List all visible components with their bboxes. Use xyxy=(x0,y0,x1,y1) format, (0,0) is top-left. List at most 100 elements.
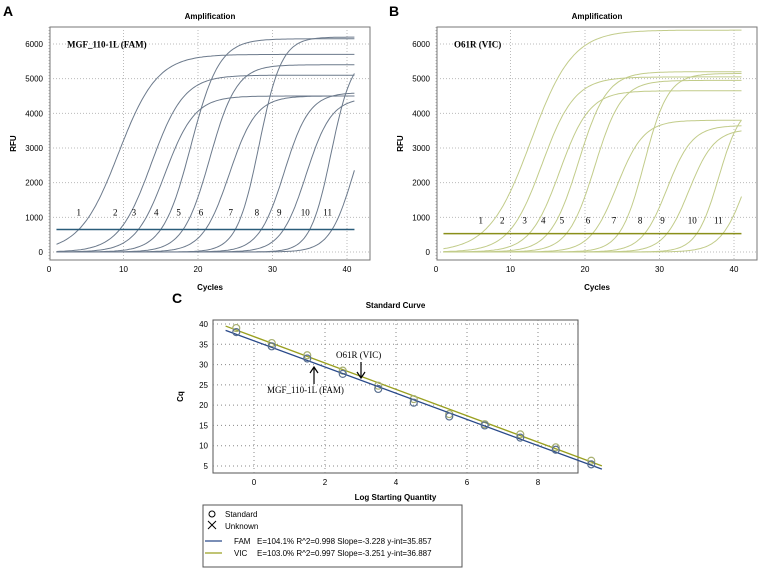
curve-label: 11 xyxy=(714,216,723,226)
channel-annotation: MGF_110-1L (FAM) xyxy=(67,39,147,49)
x-tick-label: 2 xyxy=(323,478,328,487)
panel-label: C xyxy=(172,290,182,306)
legend-series-stats: E=104.1% R^2=0.998 Slope=-3.228 y-int=35… xyxy=(257,537,432,546)
curve-label: 9 xyxy=(660,216,665,226)
amplification-curve-1 xyxy=(56,53,355,245)
x-tick-label: 30 xyxy=(655,265,664,274)
y-tick-label: 20 xyxy=(199,401,208,410)
x-tick-label: 30 xyxy=(268,265,277,274)
curve-label: 7 xyxy=(612,216,617,226)
legend-unknown: Unknown xyxy=(225,522,258,531)
amplification-curve-3 xyxy=(443,90,742,253)
curve-label: 2 xyxy=(500,216,505,226)
x-axis-label: Cycles xyxy=(197,283,223,292)
y-tick-label: 10 xyxy=(199,442,208,451)
x-axis-label: Cycles xyxy=(584,283,610,292)
x-tick-label: 8 xyxy=(536,478,541,487)
x-tick-label: 40 xyxy=(343,265,352,274)
chart-title: Standard Curve xyxy=(366,301,426,310)
standard-curve-chart xyxy=(212,319,603,474)
y-tick-label: 2000 xyxy=(412,179,430,188)
data-point-VIC xyxy=(551,443,560,452)
x-tick-label: 40 xyxy=(730,265,739,274)
y-tick-label: 5000 xyxy=(25,75,43,84)
x-tick-label: 0 xyxy=(252,478,257,487)
curve-label: 5 xyxy=(176,207,181,217)
y-tick-label: 0 xyxy=(39,248,44,257)
y-tick-label: 15 xyxy=(199,421,208,430)
y-tick-label: 5000 xyxy=(412,75,430,84)
channel-annotation: O61R (VIC) xyxy=(454,39,501,49)
curve-label: 6 xyxy=(199,207,204,217)
arrow-icon xyxy=(356,362,366,380)
data-point-FAM xyxy=(232,328,241,337)
x-axis-label: Log Starting Quantity xyxy=(355,493,437,502)
x-tick-label: 20 xyxy=(581,265,590,274)
plot-area xyxy=(436,26,758,261)
amplification-curve-1 xyxy=(443,29,742,250)
y-tick-label: 25 xyxy=(199,381,208,390)
amplification-curve-3 xyxy=(56,95,355,253)
curve-label: 4 xyxy=(541,216,546,226)
panel-label: A xyxy=(3,3,13,19)
data-point-FAM xyxy=(338,369,347,379)
amplification-curve-11 xyxy=(443,196,742,253)
curve-label: 4 xyxy=(154,207,159,217)
y-tick-label: 35 xyxy=(199,340,208,349)
y-tick-label: 2000 xyxy=(25,179,43,188)
amplification-chart-A xyxy=(48,26,371,261)
x-tick-label: 10 xyxy=(119,265,128,274)
x-tick-label: 0 xyxy=(47,265,52,274)
data-point-VIC xyxy=(303,351,312,360)
y-axis-label: RFU xyxy=(396,135,405,152)
data-point-FAM xyxy=(303,354,312,363)
curve-label: 11 xyxy=(323,207,332,217)
data-point-FAM xyxy=(480,421,489,430)
arrow-icon xyxy=(309,365,319,384)
data-point-FAM xyxy=(551,445,560,454)
chart-title: Amplification xyxy=(185,12,236,21)
y-tick-label: 4000 xyxy=(25,109,43,118)
amplification-curve-2 xyxy=(56,74,355,252)
data-point-FAM xyxy=(516,433,525,442)
legend-standard: Standard xyxy=(225,510,257,519)
y-tick-label: 1000 xyxy=(25,213,43,222)
curve-label: 8 xyxy=(638,216,643,226)
y-axis-label: RFU xyxy=(9,135,18,152)
x-tick-label: 6 xyxy=(465,478,470,487)
vic-annotation: O61R (VIC) xyxy=(336,350,381,360)
y-tick-label: 5 xyxy=(204,462,209,471)
y-axis-label: Cq xyxy=(176,391,185,402)
x-tick-label: 4 xyxy=(394,478,399,487)
data-point-FAM xyxy=(445,412,454,421)
curve-label: 9 xyxy=(277,207,282,217)
amplification-curve-11 xyxy=(56,170,355,253)
x-tick-label: 0 xyxy=(434,265,439,274)
curve-label: 7 xyxy=(229,207,234,217)
y-tick-label: 3000 xyxy=(412,144,430,153)
data-point-VIC xyxy=(516,430,525,439)
curve-label: 3 xyxy=(132,207,137,217)
data-point-FAM xyxy=(267,342,276,351)
curve-label: 8 xyxy=(255,207,260,217)
y-tick-label: 0 xyxy=(426,248,431,257)
data-point-FAM xyxy=(374,384,383,394)
data-point-FAM xyxy=(587,460,596,469)
legend-box xyxy=(202,504,463,568)
y-tick-label: 4000 xyxy=(412,109,430,118)
y-tick-label: 6000 xyxy=(412,40,430,49)
plot-area xyxy=(49,26,371,261)
curve-label: 10 xyxy=(301,207,311,217)
panel-label: B xyxy=(389,3,399,19)
amplification-chart-B xyxy=(435,26,758,261)
y-tick-label: 6000 xyxy=(25,40,43,49)
curve-label: 5 xyxy=(560,216,565,226)
curve-label: 6 xyxy=(586,216,591,226)
y-tick-label: 1000 xyxy=(412,213,430,222)
curve-label: 10 xyxy=(688,216,698,226)
curve-label: 1 xyxy=(478,216,483,226)
curve-label: 1 xyxy=(77,207,82,217)
x-tick-label: 10 xyxy=(506,265,515,274)
legend xyxy=(202,504,463,568)
